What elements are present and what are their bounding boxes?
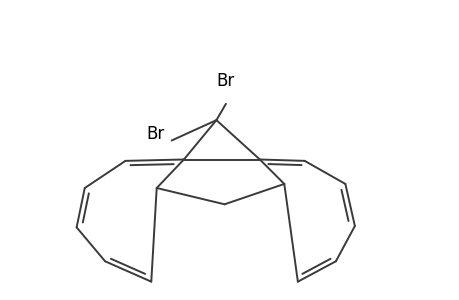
Text: Br: Br (216, 72, 235, 90)
Text: Br: Br (146, 125, 164, 143)
